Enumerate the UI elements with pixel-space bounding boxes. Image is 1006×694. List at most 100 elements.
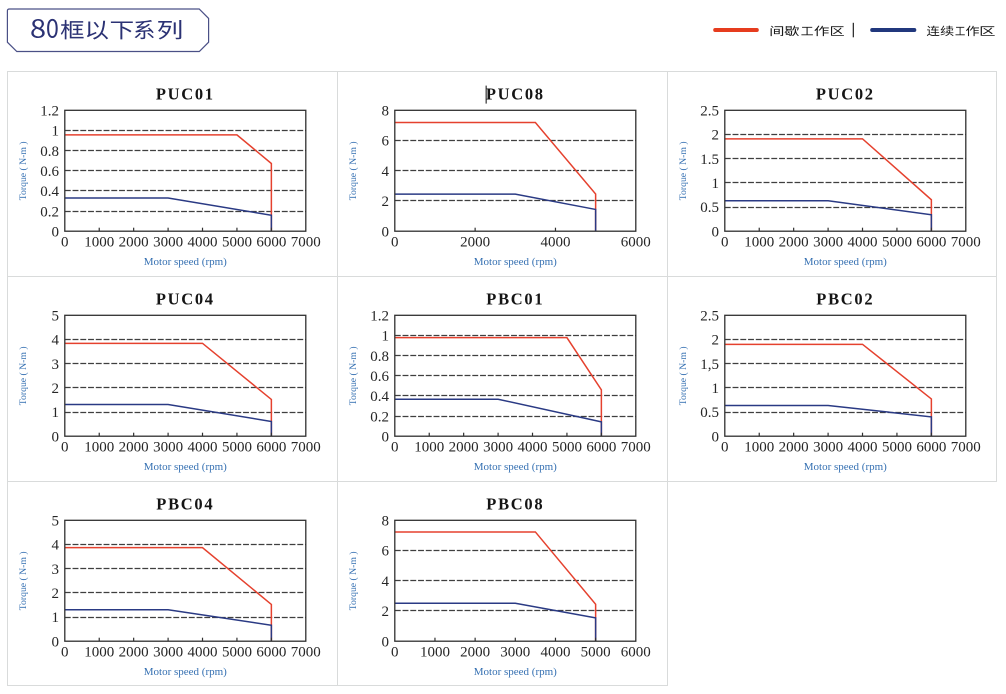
svg-text:5000: 5000: [882, 235, 912, 251]
svg-text:0.5: 0.5: [700, 405, 719, 421]
svg-text:3000: 3000: [813, 235, 843, 251]
svg-text:0.8: 0.8: [40, 144, 59, 160]
svg-text:6: 6: [382, 544, 390, 560]
svg-text:6000: 6000: [621, 235, 651, 251]
svg-text:4: 4: [382, 164, 390, 180]
svg-text:PBC08: PBC08: [486, 495, 544, 514]
svg-text:0: 0: [391, 235, 399, 251]
svg-text:8: 8: [382, 104, 390, 120]
svg-text:2: 2: [52, 586, 60, 602]
svg-text:2000: 2000: [460, 235, 490, 251]
svg-text:0.5: 0.5: [700, 200, 719, 216]
svg-text:Torque ( N-m ): Torque ( N-m ): [18, 141, 29, 200]
svg-text:0: 0: [391, 440, 399, 456]
svg-text:1000: 1000: [84, 645, 114, 661]
svg-text:1: 1: [52, 610, 60, 626]
svg-text:0: 0: [721, 235, 729, 251]
svg-text:2000: 2000: [460, 645, 490, 661]
svg-text:Torque ( N-m ): Torque ( N-m ): [18, 346, 29, 405]
svg-text:0: 0: [382, 224, 390, 240]
svg-text:2000: 2000: [119, 645, 149, 661]
svg-text:7000: 7000: [951, 235, 981, 251]
svg-text:2: 2: [52, 381, 60, 397]
svg-text:0.2: 0.2: [370, 409, 389, 425]
svg-text:1000: 1000: [414, 440, 444, 456]
svg-text:PBC02: PBC02: [816, 290, 874, 309]
svg-text:4: 4: [52, 538, 60, 554]
svg-text:1.5: 1.5: [700, 152, 719, 168]
svg-text:1: 1: [52, 405, 60, 421]
svg-text:2: 2: [712, 333, 720, 349]
svg-text:0: 0: [61, 235, 69, 251]
svg-text:7000: 7000: [291, 235, 321, 251]
svg-text:3000: 3000: [483, 440, 513, 456]
svg-text:PUC04: PUC04: [156, 290, 215, 309]
svg-text:4000: 4000: [848, 235, 878, 251]
svg-text:Motor speed (rpm): Motor speed (rpm): [144, 666, 227, 678]
svg-text:0: 0: [382, 634, 390, 650]
svg-text:7000: 7000: [621, 440, 651, 456]
svg-text:0: 0: [721, 440, 729, 456]
svg-text:3: 3: [52, 562, 60, 578]
svg-text:0.2: 0.2: [40, 204, 59, 220]
svg-text:0: 0: [61, 645, 69, 661]
svg-text:3000: 3000: [500, 645, 530, 661]
svg-text:2.5: 2.5: [700, 309, 719, 325]
svg-text:2000: 2000: [449, 440, 479, 456]
svg-text:1000: 1000: [84, 440, 114, 456]
svg-text:1: 1: [712, 176, 720, 192]
svg-text:PBC04: PBC04: [156, 495, 214, 514]
svg-text:0.8: 0.8: [370, 349, 389, 365]
svg-text:4000: 4000: [188, 645, 218, 661]
svg-text:4: 4: [52, 333, 60, 349]
svg-text:PUC08: PUC08: [486, 85, 545, 104]
svg-text:Motor speed (rpm): Motor speed (rpm): [144, 461, 227, 473]
svg-text:Torque ( N-m ): Torque ( N-m ): [18, 551, 29, 610]
svg-text:1000: 1000: [744, 235, 774, 251]
svg-text:0: 0: [391, 645, 399, 661]
svg-text:Motor speed (rpm): Motor speed (rpm): [144, 256, 227, 268]
svg-text:2000: 2000: [779, 440, 809, 456]
svg-text:0: 0: [52, 634, 60, 650]
svg-text:2000: 2000: [779, 235, 809, 251]
svg-text:8: 8: [382, 514, 390, 530]
svg-text:6000: 6000: [256, 235, 286, 251]
svg-text:0: 0: [61, 440, 69, 456]
svg-text:5000: 5000: [222, 235, 252, 251]
svg-text:Motor speed (rpm): Motor speed (rpm): [804, 461, 887, 473]
svg-text:Torque ( N-m ): Torque ( N-m ): [678, 346, 689, 405]
svg-text:2.5: 2.5: [700, 104, 719, 120]
svg-text:3000: 3000: [813, 440, 843, 456]
svg-text:1000: 1000: [84, 235, 114, 251]
svg-text:1: 1: [712, 381, 720, 397]
svg-text:Motor speed (rpm): Motor speed (rpm): [474, 256, 557, 268]
svg-text:4: 4: [382, 574, 390, 590]
svg-text:1.2: 1.2: [40, 104, 59, 120]
svg-text:Torque ( N-m ): Torque ( N-m ): [348, 551, 359, 610]
svg-text:5: 5: [52, 514, 60, 530]
svg-text:4000: 4000: [518, 440, 548, 456]
svg-text:PBC01: PBC01: [486, 290, 544, 309]
svg-text:5000: 5000: [882, 440, 912, 456]
svg-text:0: 0: [712, 224, 720, 240]
svg-text:2000: 2000: [119, 235, 149, 251]
svg-text:Torque ( N-m ): Torque ( N-m ): [678, 141, 689, 200]
svg-text:7000: 7000: [951, 440, 981, 456]
svg-text:4000: 4000: [188, 235, 218, 251]
svg-text:3: 3: [52, 357, 60, 373]
svg-text:0: 0: [52, 429, 60, 445]
svg-text:1: 1: [382, 329, 390, 345]
svg-text:0.6: 0.6: [40, 164, 59, 180]
svg-text:6000: 6000: [256, 440, 286, 456]
svg-text:3000: 3000: [153, 235, 183, 251]
svg-text:PUC02: PUC02: [816, 85, 875, 104]
svg-text:1,5: 1,5: [700, 357, 719, 373]
svg-text:0: 0: [382, 429, 390, 445]
svg-text:1: 1: [52, 124, 60, 140]
svg-text:6000: 6000: [621, 645, 651, 661]
svg-text:1000: 1000: [744, 440, 774, 456]
svg-text:3000: 3000: [153, 440, 183, 456]
svg-text:6000: 6000: [916, 440, 946, 456]
svg-text:7000: 7000: [291, 440, 321, 456]
svg-text:6000: 6000: [586, 440, 616, 456]
